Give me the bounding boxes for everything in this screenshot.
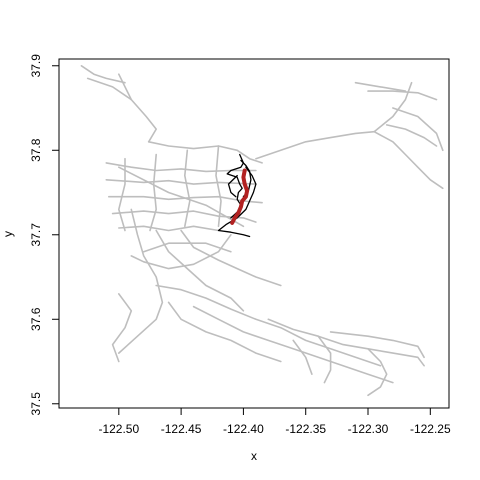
- network-line: [373, 81, 413, 133]
- network-line: [367, 90, 438, 101]
- y-tick-label: 37.8: [29, 138, 43, 162]
- x-tick-label: -122.40: [223, 422, 264, 436]
- y-tick-label: 37.7: [29, 223, 43, 247]
- network-line: [118, 73, 133, 101]
- axes: -122.50 -122.45 -122.40 -122.35 -122.30 -122.…: [29, 54, 451, 436]
- network-line: [317, 335, 332, 384]
- x-axis-title: x: [251, 449, 257, 463]
- route-line: [227, 174, 238, 198]
- x-tick-label: -122.45: [161, 422, 202, 436]
- plot-marks: [80, 65, 444, 397]
- network-line: [118, 166, 245, 228]
- network-line: [118, 208, 164, 354]
- highlight-line: [230, 168, 250, 225]
- x-tick-label: -122.30: [348, 422, 389, 436]
- network-line: [105, 179, 257, 185]
- network-line: [329, 331, 425, 359]
- network-line: [184, 149, 191, 228]
- x-tick-label: -122.50: [98, 422, 139, 436]
- x-tick-label: -122.35: [285, 422, 326, 436]
- network-line: [354, 81, 407, 92]
- network-line: [192, 305, 394, 384]
- network-line: [255, 130, 375, 160]
- network-line: [155, 229, 245, 312]
- network-line: [385, 124, 438, 147]
- network-line: [155, 284, 382, 367]
- y-tick-label: 37.5: [29, 392, 43, 416]
- network-line: [149, 153, 157, 232]
- network-line: [392, 107, 444, 152]
- x-tick-label: -122.25: [410, 422, 451, 436]
- route-line: [217, 166, 257, 238]
- y-axis-title: y: [1, 231, 15, 237]
- network-line: [167, 301, 282, 363]
- network-line: [86, 77, 157, 143]
- y-tick-label: 37.9: [29, 54, 43, 78]
- network-line: [118, 157, 126, 232]
- network-line: [111, 210, 257, 223]
- y-tick-label: 37.6: [29, 307, 43, 331]
- network-line: [373, 130, 444, 190]
- network-line: [142, 242, 232, 253]
- network-line: [180, 229, 282, 287]
- network-line: [367, 348, 388, 397]
- network-line: [292, 339, 313, 375]
- network-line: [267, 318, 425, 367]
- network-line: [80, 65, 126, 84]
- network-line: [111, 293, 133, 363]
